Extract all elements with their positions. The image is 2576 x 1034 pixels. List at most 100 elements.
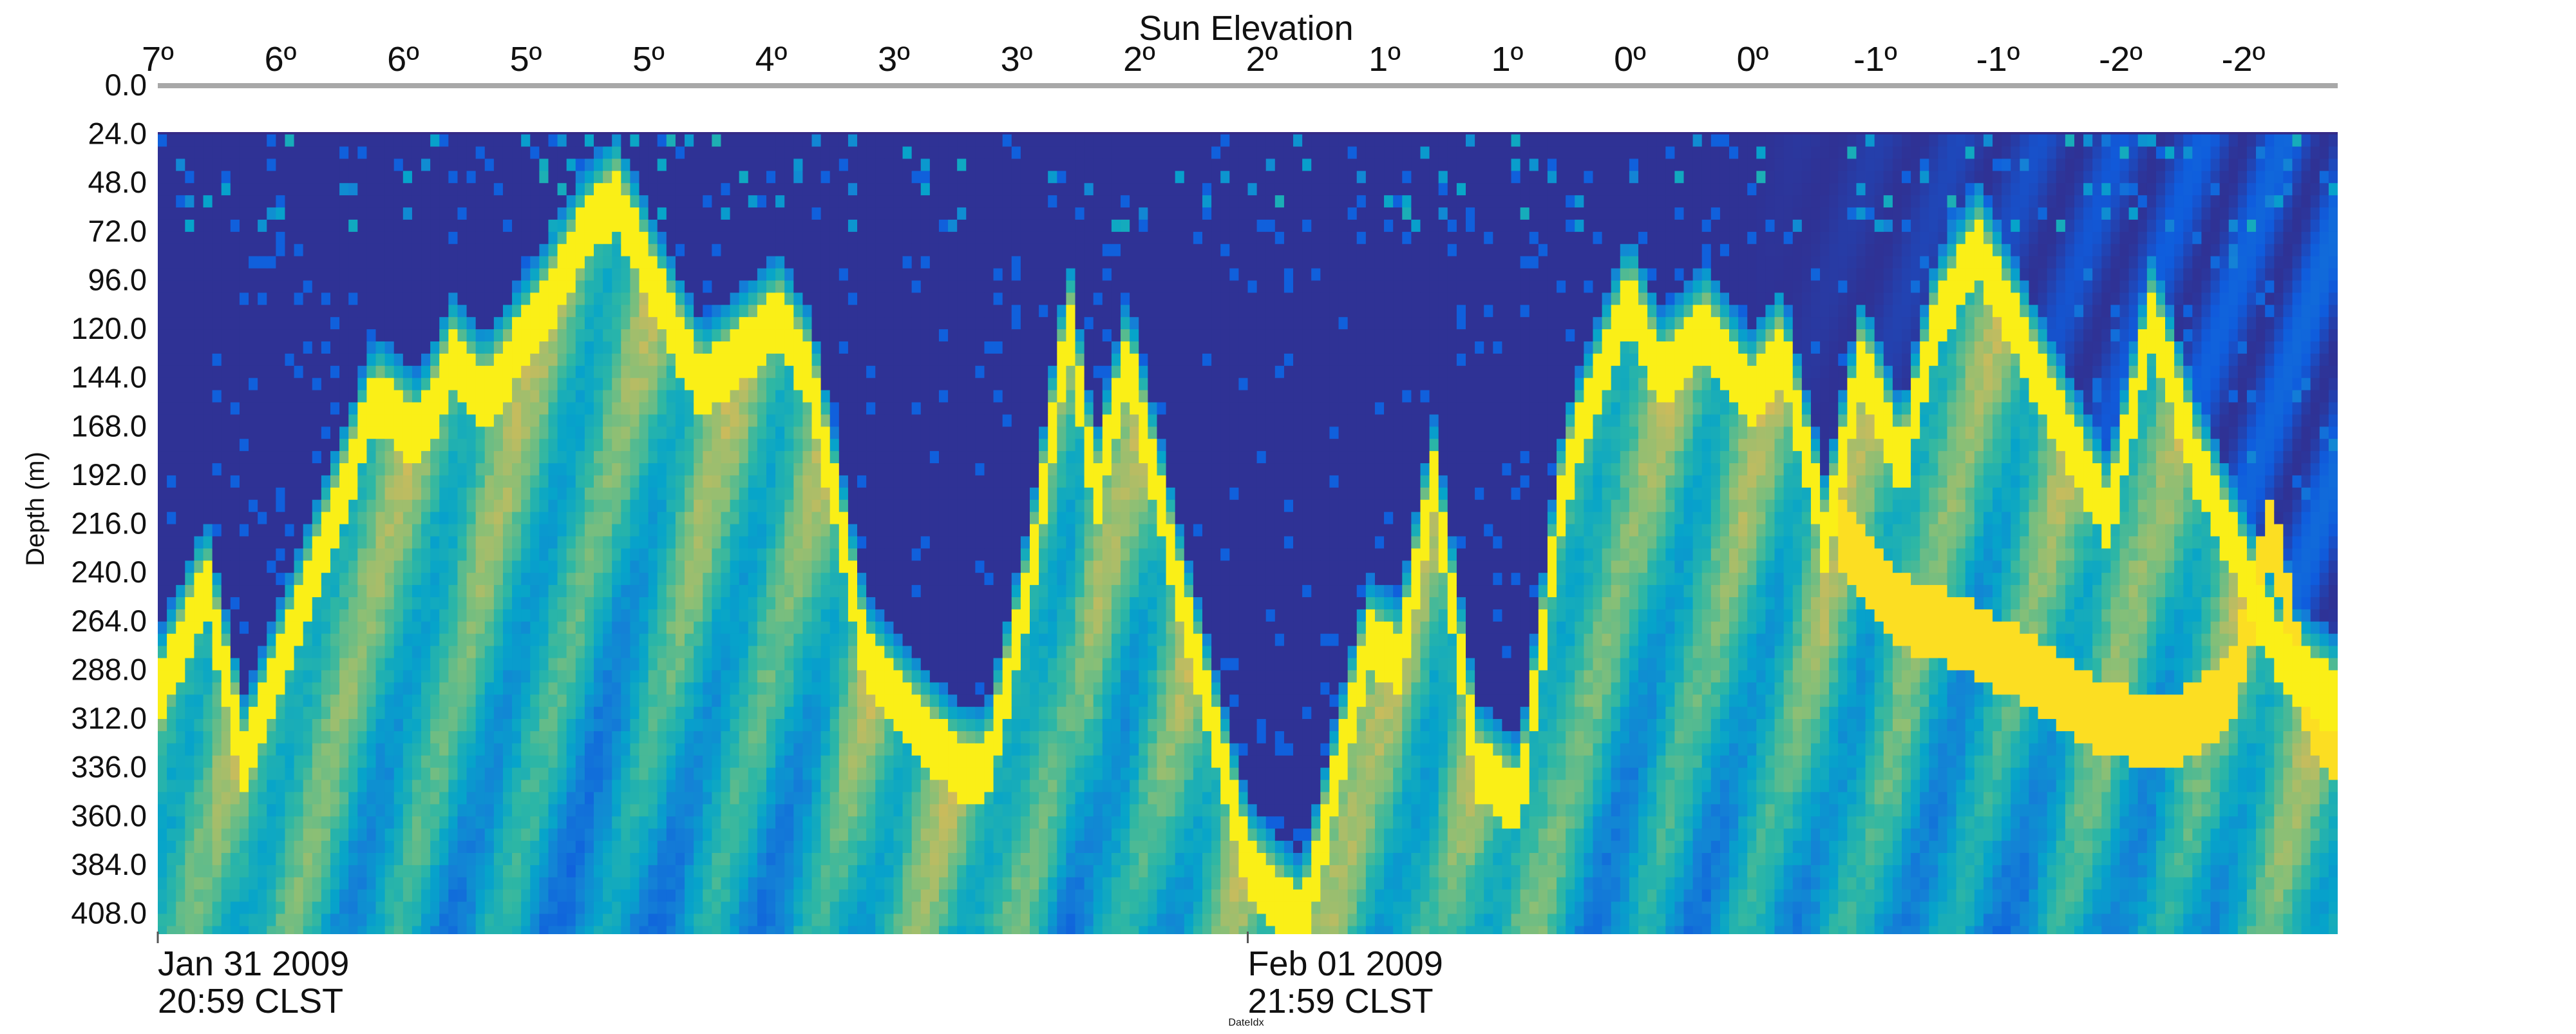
heat-cell [339,889,349,903]
heat-cell [748,475,758,488]
heat-cell [312,658,322,671]
heat-cell [811,694,822,707]
heat-cell [539,146,549,160]
heat-cell [612,414,621,427]
heat-cell [421,707,431,720]
heat-cell [521,682,531,695]
heat-cell [412,914,422,926]
heat-cell [366,426,377,439]
heat-cell [375,439,386,452]
heat-cell [639,219,649,233]
heat-cell [512,207,522,220]
heat-cell [276,487,286,501]
heat-cell [557,609,567,622]
heat-cell [493,317,504,330]
heat-cell [530,268,540,282]
heat-cell [811,292,822,305]
heat-cell [802,256,813,269]
heat-cell [176,414,185,427]
heat-cell [412,219,422,233]
heat-cell [321,207,331,220]
heat-cell [802,804,813,817]
heat-cell [249,146,258,160]
heat-cell [739,585,749,598]
heat-cell [548,390,558,403]
heat-cell [221,889,231,903]
heat-cell [675,195,685,208]
heat-cell [530,573,540,586]
heat-cell [630,256,640,269]
heat-cell [630,414,640,427]
heat-cell [466,487,477,501]
heat-cell [158,268,167,282]
heat-cell [339,719,349,732]
heat-cell [230,524,240,537]
heat-cell [630,926,640,934]
heat-cell [739,475,749,488]
heat-cell [203,207,213,220]
sun-elevation-tick: 4º [755,40,788,79]
heat-cell [321,804,331,817]
heat-cell [221,244,231,257]
heat-cell [838,158,849,171]
heat-cell [466,244,477,257]
heat-cell [276,305,286,318]
heat-cell [685,731,694,744]
heat-cell [666,658,676,671]
heat-cell [203,134,213,148]
heat-cell [375,865,386,878]
heat-cell [721,134,731,148]
heat-cell [811,268,822,282]
heat-cell [384,743,395,756]
heat-cell [366,353,377,367]
heat-cell [521,171,531,184]
heat-cell [212,877,222,890]
heat-cell [439,439,449,452]
heat-cell [784,633,794,647]
heat-cell [185,439,195,452]
heat-cell [775,658,785,671]
heat-cell [393,402,404,416]
heat-cell [448,134,459,148]
heat-cell [575,682,585,695]
heat-cell [439,341,449,354]
heat-cell [539,390,549,403]
heat-cell [258,609,267,622]
heat-cell [249,877,258,890]
heat-cell [621,621,631,635]
heat-cell [603,633,612,647]
heat-cell [330,463,340,476]
heat-cell [194,755,204,769]
heat-cell [530,305,540,318]
heat-cell [739,609,749,622]
heat-cell [475,171,486,184]
heat-cell [557,658,567,671]
heat-cell [357,548,367,561]
heat-cell [258,889,267,903]
heat-cell [457,171,468,184]
heat-cell [357,609,367,622]
heat-cell [402,536,413,549]
heat-cell [158,524,167,537]
heat-cell [230,816,240,829]
heat-cell [203,146,213,160]
heat-cell [675,914,685,926]
heat-cell [230,231,240,245]
heat-cell [766,231,776,245]
heat-cell [829,390,840,403]
heat-cell [321,755,331,769]
heat-cell [712,609,722,622]
heat-cell [811,560,822,573]
heat-cell [421,414,431,427]
heat-cell [548,158,558,171]
heat-cell [539,512,549,525]
heat-cell [475,682,486,695]
heat-cell [430,804,440,817]
heat-cell [829,804,840,817]
heat-cell [829,816,840,829]
heat-cell [230,463,240,476]
heat-cell [339,707,349,720]
heat-cell [712,475,722,488]
heat-cell [475,609,486,622]
heat-cell [230,378,240,391]
